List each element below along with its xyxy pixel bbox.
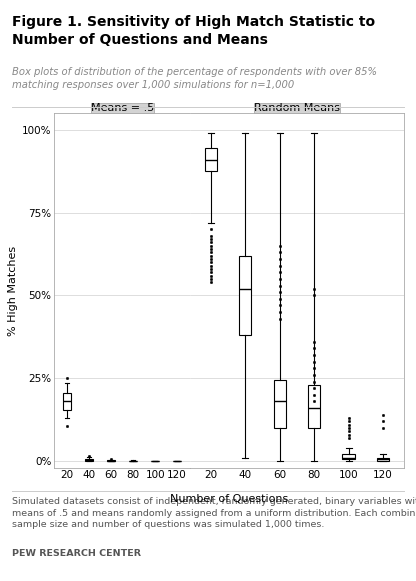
- PathPatch shape: [377, 458, 389, 461]
- Text: Number of Questions: Number of Questions: [170, 494, 288, 504]
- PathPatch shape: [239, 256, 251, 335]
- PathPatch shape: [85, 459, 93, 461]
- Text: Random Means: Random Means: [254, 103, 340, 113]
- PathPatch shape: [274, 380, 286, 428]
- PathPatch shape: [205, 148, 217, 171]
- Text: Simulated datasets consist of independent, randomly generated, binary variables : Simulated datasets consist of independen…: [12, 497, 416, 529]
- PathPatch shape: [342, 454, 354, 460]
- Text: Box plots of distribution of the percentage of respondents with over 85%
matchin: Box plots of distribution of the percent…: [12, 67, 377, 90]
- Text: Means = .5: Means = .5: [91, 103, 154, 113]
- Text: Figure 1. Sensitivity of High Match Statistic to
Number of Questions and Means: Figure 1. Sensitivity of High Match Stat…: [12, 15, 376, 47]
- Y-axis label: % High Matches: % High Matches: [7, 245, 17, 336]
- PathPatch shape: [107, 460, 115, 461]
- PathPatch shape: [308, 385, 320, 428]
- Text: PEW RESEARCH CENTER: PEW RESEARCH CENTER: [12, 549, 141, 558]
- PathPatch shape: [63, 393, 71, 410]
